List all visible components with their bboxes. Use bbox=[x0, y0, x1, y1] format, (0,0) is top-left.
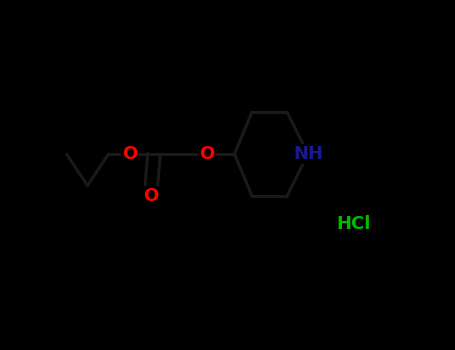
Text: HCl: HCl bbox=[336, 215, 371, 233]
Text: O: O bbox=[199, 145, 214, 163]
Text: O: O bbox=[143, 187, 158, 205]
Text: O: O bbox=[122, 145, 137, 163]
Text: NH: NH bbox=[293, 145, 323, 163]
